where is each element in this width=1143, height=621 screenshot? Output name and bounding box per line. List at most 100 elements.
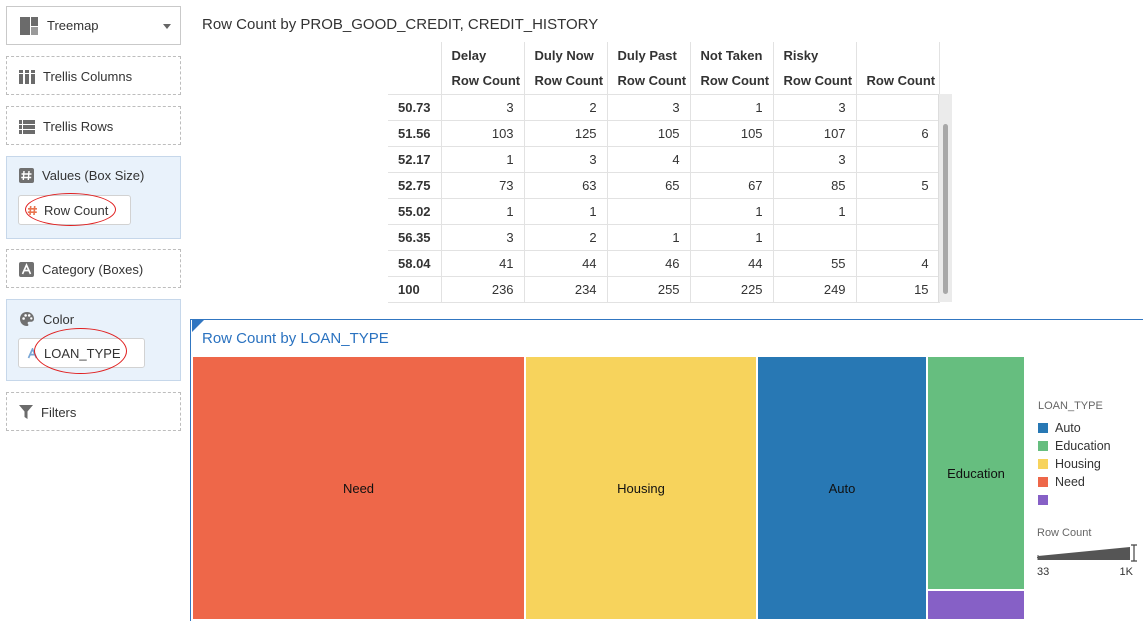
table-cell[interactable]: 1 bbox=[606, 223, 691, 251]
column-group-header[interactable]: Not Taken bbox=[690, 42, 774, 68]
legend-item[interactable]: Need bbox=[1038, 473, 1143, 491]
table-cell[interactable]: 225 bbox=[689, 275, 774, 303]
treemap-tile[interactable]: Need bbox=[193, 357, 524, 619]
table-cell[interactable]: 4 bbox=[855, 249, 940, 277]
table-cell[interactable]: 107 bbox=[772, 119, 857, 147]
row-header[interactable]: 52.75 bbox=[388, 171, 442, 199]
legend-swatch bbox=[1038, 477, 1048, 487]
row-header[interactable]: 51.56 bbox=[388, 119, 442, 147]
table-cell[interactable] bbox=[855, 223, 940, 251]
table-cell[interactable]: 3 bbox=[772, 93, 857, 121]
size-legend-max: 1K bbox=[1119, 566, 1133, 578]
table-cell[interactable]: 46 bbox=[606, 249, 691, 277]
drop-target-filters[interactable]: Filters bbox=[6, 392, 181, 431]
table-cell[interactable]: 105 bbox=[689, 119, 774, 147]
size-legend: Row Count 33 1K bbox=[1037, 527, 1143, 580]
treemap-tile[interactable]: Auto bbox=[758, 357, 926, 619]
table-cell[interactable] bbox=[855, 197, 940, 225]
legend-item[interactable]: Housing bbox=[1038, 455, 1143, 473]
row-header[interactable]: 50.73 bbox=[388, 93, 442, 121]
table-cell[interactable]: 3 bbox=[440, 223, 525, 251]
table-cell[interactable] bbox=[689, 145, 774, 173]
table-cell[interactable]: 63 bbox=[523, 171, 608, 199]
measure-header[interactable]: Row Count bbox=[773, 68, 857, 95]
table-scrollbar[interactable] bbox=[938, 94, 952, 302]
treemap-tile[interactable]: Housing bbox=[526, 357, 756, 619]
table-cell[interactable]: 44 bbox=[523, 249, 608, 277]
table-cell[interactable]: 105 bbox=[606, 119, 691, 147]
table-cell[interactable]: 67 bbox=[689, 171, 774, 199]
row-header[interactable]: 52.17 bbox=[388, 145, 442, 173]
table-cell[interactable]: 55 bbox=[772, 249, 857, 277]
drop-target-label: Trellis Rows bbox=[43, 119, 114, 134]
pivot-table-title: Row Count by PROB_GOOD_CREDIT, CREDIT_HI… bbox=[202, 16, 599, 33]
treemap-viz-frame[interactable] bbox=[190, 319, 1143, 621]
treemap-tile[interactable]: Education bbox=[928, 357, 1024, 589]
column-group-header[interactable]: Duly Past bbox=[607, 42, 691, 68]
table-cell[interactable]: 1 bbox=[689, 197, 774, 225]
table-cell[interactable]: 85 bbox=[772, 171, 857, 199]
drop-target-trellis-rows[interactable]: Trellis Rows bbox=[6, 106, 181, 145]
table-cell[interactable]: 1 bbox=[689, 93, 774, 121]
table-cell[interactable] bbox=[855, 93, 940, 121]
table-cell[interactable]: 236 bbox=[440, 275, 525, 303]
row-header[interactable]: 100 bbox=[388, 275, 442, 303]
table-cell[interactable] bbox=[855, 145, 940, 173]
pivot-corner bbox=[388, 42, 442, 68]
legend-item[interactable]: Education bbox=[1038, 437, 1143, 455]
table-cell[interactable]: 3 bbox=[606, 93, 691, 121]
table-cell[interactable]: 1 bbox=[523, 197, 608, 225]
table-cell[interactable]: 41 bbox=[440, 249, 525, 277]
chevron-down-icon[interactable] bbox=[163, 24, 171, 29]
table-cell[interactable]: 249 bbox=[772, 275, 857, 303]
table-cell[interactable]: 1 bbox=[689, 223, 774, 251]
legend-label: Education bbox=[1055, 439, 1111, 453]
table-cell[interactable]: 4 bbox=[606, 145, 691, 173]
column-group-header[interactable]: Duly Now bbox=[524, 42, 608, 68]
table-row: 58.04 41 44 46 44 55 4 bbox=[388, 249, 940, 277]
legend-swatch bbox=[1038, 423, 1048, 433]
table-cell[interactable]: 125 bbox=[523, 119, 608, 147]
measure-header[interactable]: Row Count bbox=[690, 68, 774, 95]
measure-header[interactable]: Row Count bbox=[856, 68, 940, 95]
table-cell[interactable] bbox=[772, 223, 857, 251]
table-cell[interactable]: 3 bbox=[523, 145, 608, 173]
table-cell[interactable]: 255 bbox=[606, 275, 691, 303]
column-group-header[interactable]: Delay bbox=[441, 42, 525, 68]
drop-target-category[interactable]: Category (Boxes) bbox=[6, 249, 181, 288]
table-cell[interactable]: 3 bbox=[772, 145, 857, 173]
legend-item[interactable]: Auto bbox=[1038, 419, 1143, 437]
table-cell[interactable]: 44 bbox=[689, 249, 774, 277]
table-cell[interactable]: 3 bbox=[440, 93, 525, 121]
table-cell[interactable]: 2 bbox=[523, 223, 608, 251]
row-header[interactable]: 58.04 bbox=[388, 249, 442, 277]
row-header[interactable]: 55.02 bbox=[388, 197, 442, 225]
measure-header[interactable]: Row Count bbox=[524, 68, 608, 95]
table-cell[interactable]: 5 bbox=[855, 171, 940, 199]
table-cell[interactable] bbox=[606, 197, 691, 225]
legend-item[interactable] bbox=[1038, 491, 1143, 509]
column-group-header[interactable]: Risky bbox=[773, 42, 857, 68]
table-row: 51.56 103 125 105 105 107 6 bbox=[388, 119, 940, 147]
measure-header[interactable]: Row Count bbox=[441, 68, 525, 95]
row-header[interactable]: 56.35 bbox=[388, 223, 442, 251]
measure-header[interactable]: Row Count bbox=[607, 68, 691, 95]
table-cell[interactable]: 15 bbox=[855, 275, 940, 303]
table-cell[interactable]: 65 bbox=[606, 171, 691, 199]
column-group-header[interactable] bbox=[856, 42, 940, 68]
table-cell[interactable]: 73 bbox=[440, 171, 525, 199]
table-cell[interactable]: 1 bbox=[772, 197, 857, 225]
table-cell[interactable]: 2 bbox=[523, 93, 608, 121]
table-cell[interactable]: 1 bbox=[440, 145, 525, 173]
treemap-tile[interactable] bbox=[928, 591, 1024, 619]
drop-target-trellis-columns[interactable]: Trellis Columns bbox=[6, 56, 181, 95]
table-cell[interactable]: 1 bbox=[440, 197, 525, 225]
table-cell[interactable]: 234 bbox=[523, 275, 608, 303]
tile-label: Housing bbox=[617, 480, 665, 496]
drop-target-label: Color bbox=[43, 311, 75, 327]
table-cell[interactable]: 103 bbox=[440, 119, 525, 147]
visualization-type-select[interactable]: Treemap bbox=[6, 6, 181, 45]
annotation-ellipse bbox=[34, 328, 127, 374]
scrollbar-thumb[interactable] bbox=[943, 124, 948, 294]
table-cell[interactable]: 6 bbox=[855, 119, 940, 147]
